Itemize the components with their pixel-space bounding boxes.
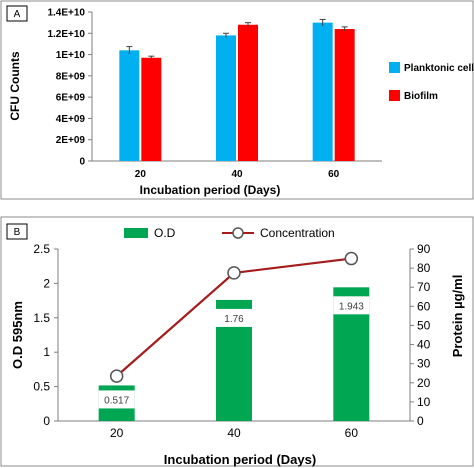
panel-b-right-axis-title: Protein µg/ml [450, 275, 465, 358]
legend-marker-concentration [232, 227, 244, 239]
legend-label-planktonic: Planktonic cells [404, 63, 474, 74]
panel-b-concentration-point [109, 369, 124, 383]
panel-b-left-tick-label: 1.5 [33, 311, 50, 325]
panel-a-y-tick-label: 6E+09 [56, 93, 86, 104]
panel-b-tag-box [6, 223, 28, 240]
panel-b-right-tick-label: 70 [417, 280, 431, 294]
panel-b-left-tick-label: 0.5 [33, 380, 50, 394]
panel-a-tick-labels: 0 2E+09 4E+09 6E+09 8E+09 1E+10 1.2E+10 1.4E+10… [47, 8, 339, 181]
panel-a-x-tick-label: 20 [135, 169, 147, 180]
panel-a-bar [238, 24, 258, 162]
panel-a: A 0 2E+09 4E+09 6E+09 8E+09 1E+10 1.2E+10 1.4E+… [0, 0, 474, 200]
panel-a-bar [216, 35, 236, 161]
panel-b-tag: B [14, 227, 21, 238]
panel-b-bar-data-label: 1.76 [224, 314, 244, 325]
panel-b-left-tick-label: 1 [43, 345, 50, 359]
panel-b-right-tick-label: 10 [417, 395, 431, 409]
panel-b-bar-data-label: 1.943 [339, 301, 364, 312]
panel-b-tick-labels: 0 0.5 1 1.5 2 2.5 0 10 20 30 40 50 60 70 80 90 20 40 60 [33, 242, 430, 440]
panel-a-x-axis-title: Incubation period (Days) [140, 183, 281, 197]
panel-b-concentration-point [227, 266, 241, 280]
panel-a-bars [119, 18, 355, 162]
panel-a-bar [312, 22, 333, 162]
panel-b-right-tick-label: 40 [417, 338, 431, 352]
panel-b-left-tick-label: 0 [43, 414, 50, 428]
panel-b-x-tick-label: 60 [345, 426, 359, 440]
panel-b-left-tick-label: 2 [43, 276, 50, 290]
panel-b-bar-label-band [333, 296, 370, 315]
panel-a-legend: Planktonic cells Biofilm [389, 62, 474, 102]
panel-b-right-tick-label: 80 [417, 261, 431, 275]
panel-a-tag-box [6, 5, 28, 22]
panel-b-right-tick-label: 0 [417, 414, 424, 428]
panel-a-axes [88, 11, 382, 162]
panel-b-x-tick-label: 40 [227, 426, 241, 440]
panel-a-y-tick-label: 1.2E+10 [47, 29, 85, 40]
panel-a-y-tick-label: 0 [79, 157, 85, 168]
panel-a-x-tick-label: 40 [231, 169, 243, 180]
panel-b-bar-label-band [216, 308, 252, 327]
panel-a-bar [119, 50, 140, 161]
panel-a-y-tick-label: 1E+10 [56, 50, 86, 61]
panel-b-bar-label-band [98, 390, 135, 409]
panel-a-y-tick-label: 2E+09 [56, 135, 86, 146]
panel-b-bar-data-label: 0.517 [104, 395, 129, 406]
panel-a-tag: A [14, 9, 21, 20]
legend-label-concentration: Concentration [260, 226, 335, 240]
panel-a-bar [334, 29, 355, 162]
panel-a-x-tick-label: 60 [328, 169, 340, 180]
panel-b-right-tick-label: 60 [417, 299, 431, 313]
legend-swatch-planktonic [389, 62, 400, 73]
panel-b-left-tick-label: 2.5 [33, 242, 50, 256]
legend-label-od: O.D [154, 226, 176, 240]
panel-a-bar [141, 57, 162, 162]
panel-a-y-axis-title: CFU Counts [8, 51, 22, 121]
legend-swatch-biofilm [389, 90, 400, 101]
panel-b-bars: 0.517 1.76 1.943 [98, 287, 370, 421]
panel-b-right-tick-label: 90 [417, 242, 431, 256]
panel-b-right-tick-label: 50 [417, 318, 431, 332]
legend-swatch-od [124, 228, 148, 238]
panel-b-x-axis-title: Incubation period (Days) [164, 452, 316, 467]
panel-b-left-axis-title: O.D 595nm [10, 301, 25, 369]
panel-b-right-tick-label: 20 [417, 376, 431, 390]
panel-b-concentration-point [344, 251, 359, 266]
panel-b-x-tick-label: 20 [110, 426, 124, 440]
panel-a-y-tick-label: 1.4E+10 [47, 8, 85, 19]
panel-a-y-tick-label: 8E+09 [56, 71, 86, 82]
legend-label-biofilm: Biofilm [404, 91, 438, 102]
panel-b-line [109, 251, 359, 383]
panel-a-y-tick-label: 4E+09 [56, 114, 86, 125]
panel-b-right-tick-label: 30 [417, 357, 431, 371]
panel-b-legend: O.D Concentration [124, 226, 335, 240]
